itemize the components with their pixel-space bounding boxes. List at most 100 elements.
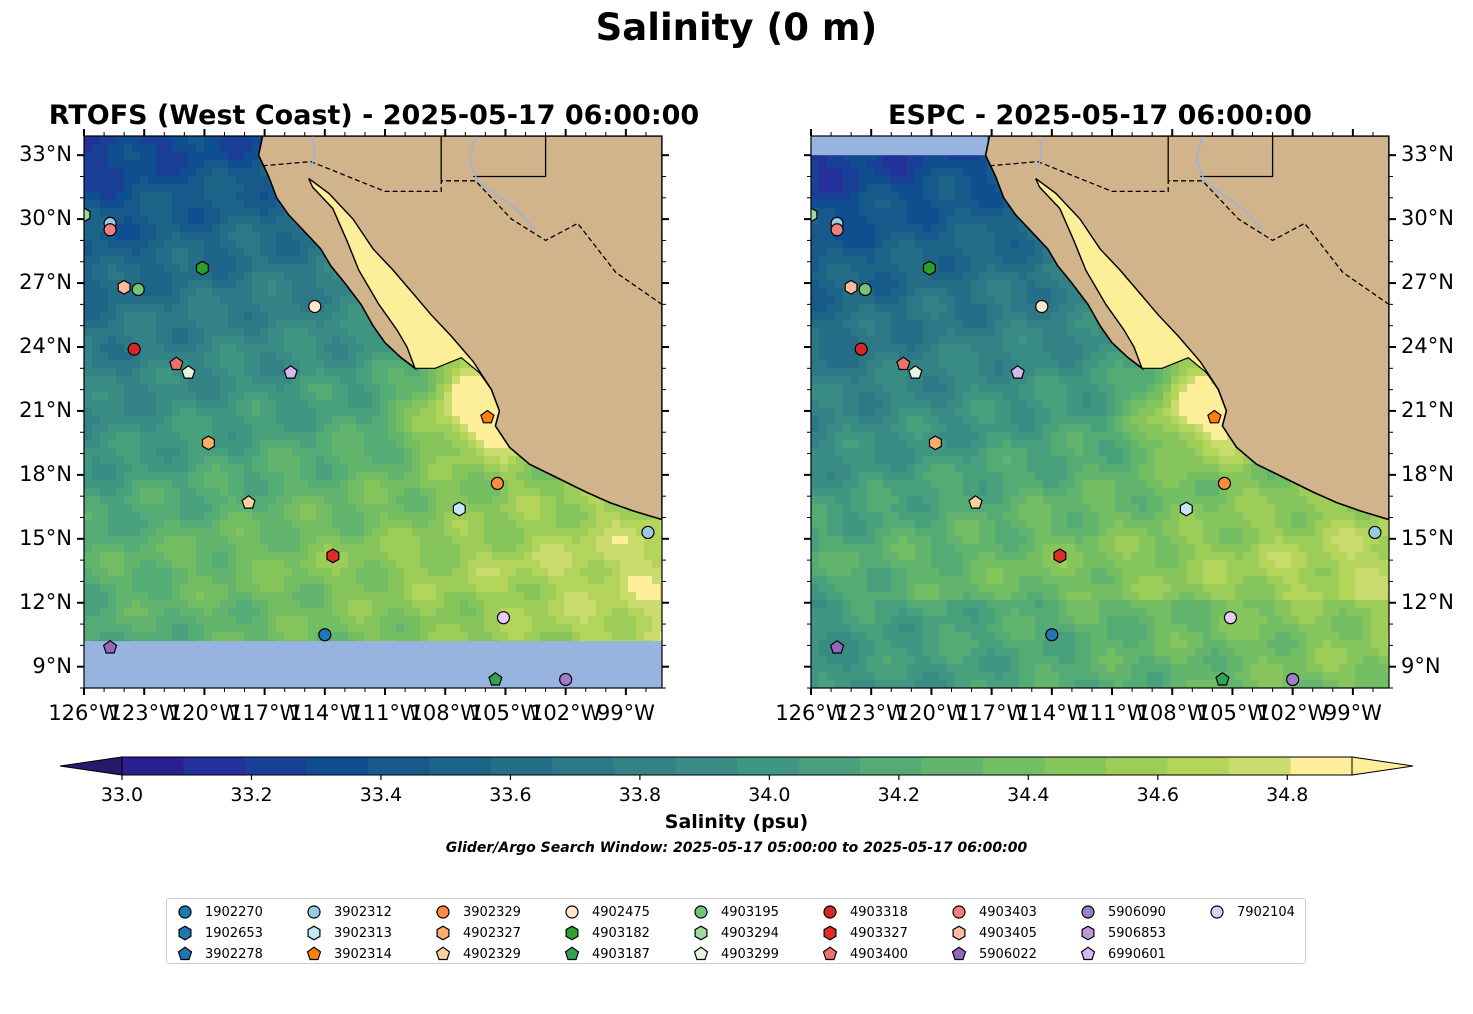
- search-window-note: Glider/Argo Search Window: 2025-05-17 05…: [445, 840, 1028, 856]
- colorbar-bin: [614, 757, 676, 775]
- legend-marker-4902327: [436, 925, 450, 941]
- float-marker-6990601: [283, 365, 298, 379]
- legend-label: 7902104: [1237, 904, 1295, 920]
- state-border: [473, 136, 547, 178]
- float-marker-4903187: [1215, 671, 1230, 686]
- legend-marker-icon: [952, 905, 966, 919]
- legend-item-4903400: 4903400: [822, 944, 908, 964]
- float-marker-3902313: [452, 501, 466, 517]
- legend-item-1902270: 1902270: [177, 902, 263, 922]
- legend-item-4903318: 4903318: [822, 902, 908, 922]
- legend-label: 3902278: [205, 946, 263, 962]
- colorbar-bin: [491, 757, 553, 775]
- colorbar-bin: [983, 757, 1045, 775]
- float-legend: 1902270 1902653 3902278 3902312 3902313 39023…: [166, 898, 1306, 964]
- legend-label: 4903294: [721, 925, 779, 941]
- legend-marker-icon: [178, 905, 192, 919]
- legend-marker-4903187: [564, 946, 580, 961]
- legend-label: 5906090: [1108, 904, 1166, 920]
- legend-item-4903403: 4903403: [951, 902, 1037, 922]
- legend-marker-5906022: [951, 946, 967, 961]
- float-marker-4903405: [844, 279, 858, 295]
- legend-marker-icon: [1081, 905, 1095, 919]
- river-line: [1195, 136, 1264, 231]
- legend-item-3902329: 3902329: [435, 902, 521, 922]
- legend-marker-icon: [306, 946, 322, 961]
- colorbar-bin: [368, 757, 430, 775]
- colorbar-bin: [429, 757, 492, 775]
- float-marker-unlabeled-1: [641, 525, 655, 540]
- legend-marker-icon: [951, 946, 967, 961]
- legend-marker-4903299: [693, 946, 709, 961]
- float-marker-4903187: [488, 671, 503, 686]
- legend-label: 3902314: [334, 946, 392, 962]
- float-marker-7902104: [1223, 611, 1238, 625]
- legend-label: 4903405: [979, 925, 1037, 941]
- legend-marker-icon: [565, 905, 579, 919]
- legend-item-3902313: 3902313: [306, 923, 392, 943]
- legend-label: 4902329: [463, 946, 521, 962]
- legend-marker-4903294: [694, 925, 708, 941]
- colorbar-bin: [1290, 757, 1353, 775]
- legend-marker-1902653: [178, 925, 192, 941]
- legend-item-4902329: 4902329: [435, 944, 521, 964]
- map-panel-rtofs: [77, 129, 669, 695]
- legend-marker-icon: [694, 905, 708, 919]
- legend-marker-3902313: [307, 925, 321, 941]
- legend-label: 4903195: [721, 904, 779, 920]
- legend-label: 3902312: [334, 904, 392, 920]
- legend-label: 4903182: [592, 925, 650, 941]
- float-marker-7902104: [496, 611, 511, 625]
- legend-marker-4903405: [952, 925, 966, 941]
- float-marker-4903182: [922, 260, 936, 276]
- legend-marker-3902312: [307, 905, 321, 919]
- colorbar-bin: [1106, 757, 1168, 775]
- float-marker-4902475: [308, 299, 322, 314]
- float-marker-6990601: [1010, 365, 1025, 379]
- colorbar-bin: [860, 757, 922, 775]
- legend-marker-icon: [693, 946, 709, 961]
- river-line: [1037, 136, 1043, 169]
- legend-label: 5906853: [1108, 925, 1166, 941]
- legend-item-3902314: 3902314: [306, 944, 392, 964]
- float-marker-4903299: [908, 365, 923, 379]
- legend-marker-4902475: [565, 905, 579, 919]
- float-marker-4903182: [195, 260, 209, 276]
- legend-label: 4903187: [592, 946, 650, 962]
- colorbar-title: Salinity (psu): [664, 811, 809, 833]
- float-marker-unlabeled-2: [318, 628, 332, 642]
- legend-marker-5906853: [1081, 925, 1095, 941]
- legend-item-4902475: 4902475: [564, 902, 650, 922]
- nodata-region: [84, 641, 662, 688]
- colorbar-bin: [122, 757, 184, 775]
- float-marker-4903405: [117, 279, 131, 295]
- legend-label: 4902327: [463, 925, 521, 941]
- panel-title-rtofs: RTOFS (West Coast) - 2025-05-17 06:00:00: [48, 100, 700, 131]
- legend-label: 5906022: [979, 946, 1037, 962]
- legend-label: 6990601: [1108, 946, 1166, 962]
- float-marker-4903403: [830, 223, 844, 237]
- map-frame: [810, 135, 1390, 689]
- colorbar-extend-max: [1351, 756, 1414, 776]
- float-marker-3902313: [1179, 501, 1193, 517]
- legend-marker-7902104: [1210, 905, 1224, 919]
- legend-marker-3902278: [177, 946, 193, 961]
- legend-item-5906022: 5906022: [951, 944, 1037, 964]
- legend-item-3902278: 3902278: [177, 944, 263, 964]
- legend-marker-icon: [565, 925, 579, 941]
- float-marker-4902327: [201, 435, 215, 451]
- legend-marker-icon: [823, 925, 837, 941]
- panel-title-espc: ESPC - 2025-05-17 06:00:00: [888, 100, 1312, 131]
- colorbar-bin: [183, 757, 246, 775]
- colorbar-bin: [737, 757, 799, 775]
- figure-title: Salinity (0 m): [595, 6, 878, 49]
- float-marker-4903294: [84, 207, 91, 223]
- map-frame: [83, 135, 663, 689]
- legend-item-6990601: 6990601: [1080, 944, 1166, 964]
- float-marker-4902475: [1035, 299, 1049, 314]
- legend-marker-icon: [1210, 905, 1224, 919]
- legend-marker-icon: [307, 905, 321, 919]
- float-marker-4903318: [127, 342, 141, 356]
- legend-marker-icon: [694, 925, 708, 941]
